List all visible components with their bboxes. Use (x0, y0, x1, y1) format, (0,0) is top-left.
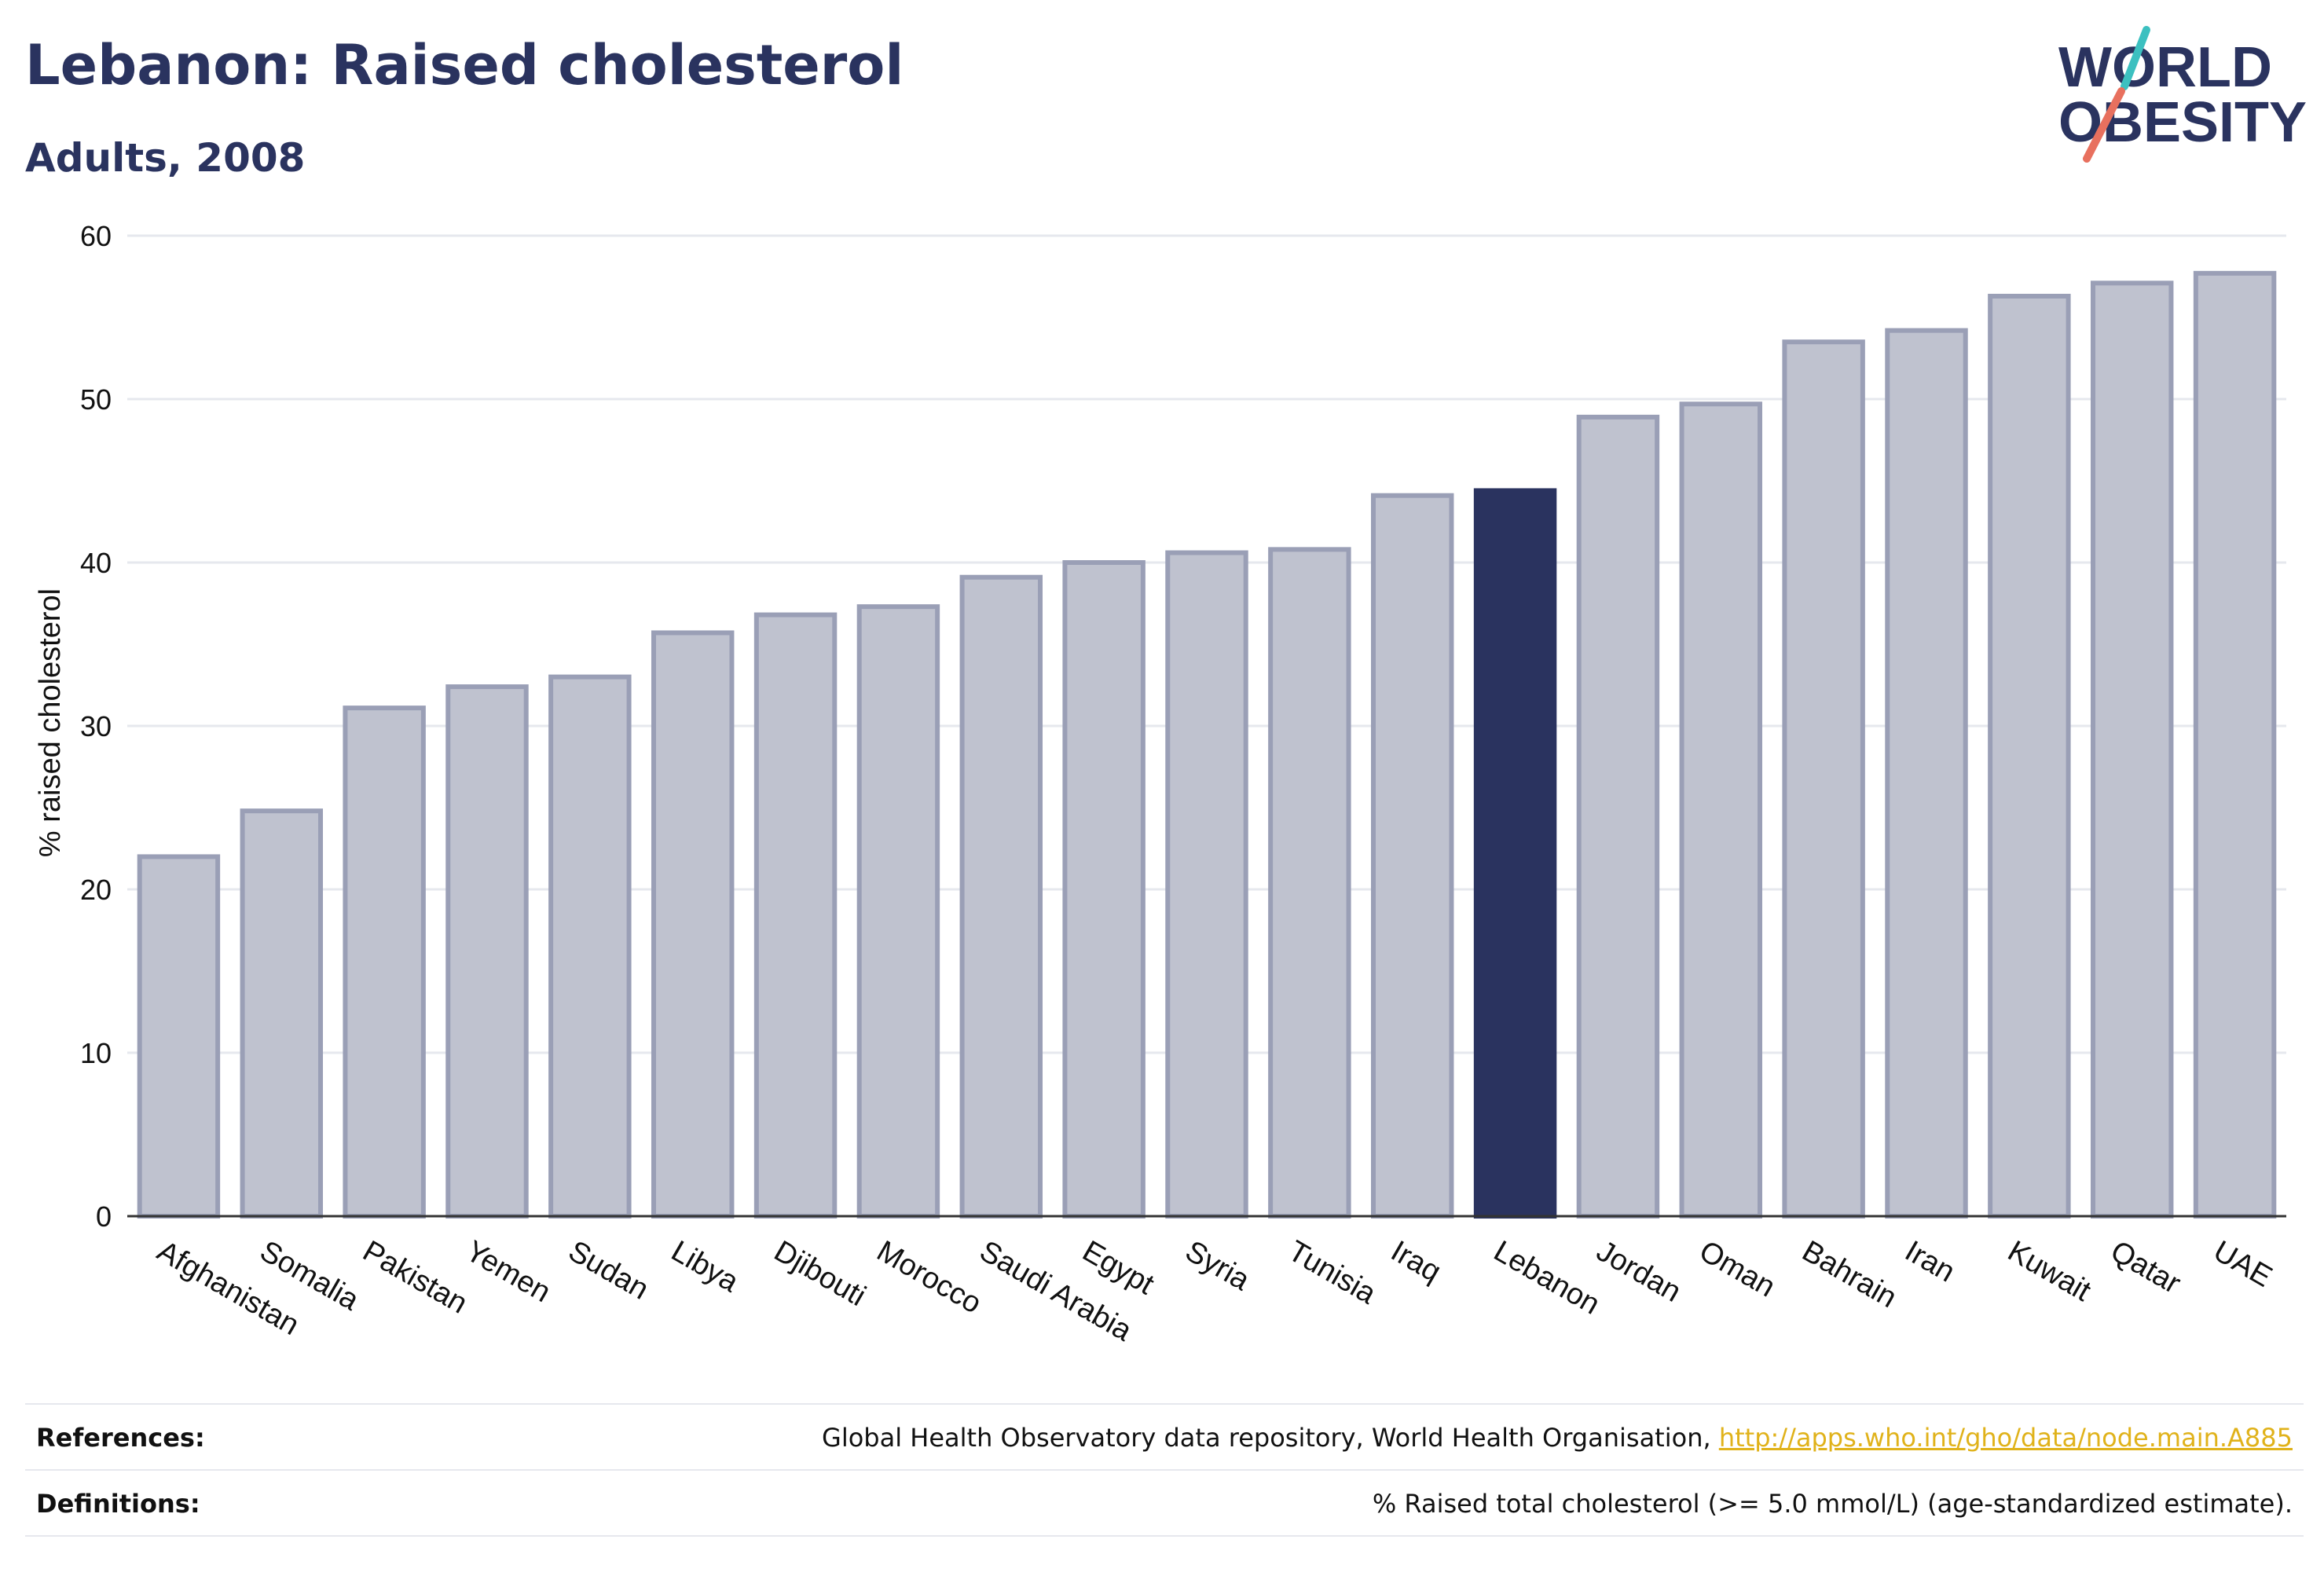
x-tick-label: Djibouti (768, 1234, 871, 1313)
logo-line-2: OBESITY (2058, 91, 2307, 154)
x-tick-label: Morocco (871, 1234, 987, 1320)
bar-highlight (1473, 488, 1557, 1219)
x-tick-label: Kuwait (2002, 1234, 2096, 1308)
bar (2193, 270, 2277, 1219)
bar (1885, 328, 1968, 1219)
bar (1165, 550, 1248, 1219)
x-tick-label: Qatar (2105, 1234, 2187, 1300)
x-tick-label: Iraq (1385, 1234, 1446, 1288)
x-tick-label: Lebanon (1488, 1234, 1605, 1321)
x-tick-label: Sudan (563, 1234, 654, 1306)
x-tick-label: Libya (665, 1234, 744, 1299)
y-tick-label: 0 (96, 1200, 112, 1233)
y-tick-label: 30 (80, 710, 112, 742)
definitions-label: Definitions: (36, 1489, 200, 1519)
bar (1576, 414, 1660, 1219)
bar (445, 684, 529, 1219)
references-value: Global Health Observatory data repositor… (822, 1423, 2304, 1453)
page-title: Lebanon: Raised cholesterol (25, 33, 904, 97)
bar (959, 574, 1043, 1219)
bar (137, 854, 221, 1219)
logo-line-1: WORLD (2058, 36, 2272, 99)
bar (753, 612, 838, 1219)
x-tick-label: Bahrain (1797, 1234, 1902, 1314)
x-tick-label: Yemen (460, 1234, 556, 1309)
bar (1679, 401, 1763, 1219)
definitions-row: Definitions: % Raised total cholesterol … (25, 1469, 2304, 1537)
y-tick-label: 60 (80, 220, 112, 252)
footer-divider (25, 1535, 2304, 1537)
y-tick-label: 20 (80, 874, 112, 906)
references-link[interactable]: http://apps.who.int/gho/data/node.main.A… (1718, 1423, 2293, 1453)
references-label: References: (36, 1423, 205, 1453)
world-obesity-logo: WORLD OBESITY (2058, 26, 2307, 163)
bar (1370, 493, 1454, 1219)
logo-slash-coral (2083, 87, 2125, 163)
bar (1268, 547, 1351, 1219)
x-tick-label: Pakistan (357, 1234, 473, 1320)
bar (548, 674, 632, 1219)
bar (856, 604, 940, 1219)
x-tick-label: UAE (2208, 1234, 2278, 1293)
x-tick-label: Jordan (1591, 1234, 1687, 1308)
bar (1988, 293, 2071, 1219)
bar (1782, 339, 1865, 1219)
y-tick-label: 10 (80, 1037, 112, 1069)
references-row: References: Global Health Observatory da… (25, 1403, 2304, 1471)
y-axis-label: % raised cholesterol (34, 588, 67, 857)
x-tick-label: Syria (1180, 1234, 1256, 1297)
references-text: Global Health Observatory data repositor… (822, 1423, 1711, 1453)
bar (343, 706, 426, 1219)
y-tick-label: 40 (80, 547, 112, 579)
definitions-text: % Raised total cholesterol (>= 5.0 mmol/… (1372, 1489, 2293, 1519)
bar (240, 808, 324, 1219)
bars (137, 270, 2277, 1219)
bar (2090, 280, 2174, 1219)
logo-slash-teal (2121, 26, 2150, 90)
bar (1062, 560, 1146, 1219)
bar (651, 630, 735, 1219)
x-tick-label: Oman (1694, 1234, 1781, 1303)
y-tick-label: 50 (80, 383, 112, 416)
x-tick-label: Iran (1900, 1234, 1961, 1288)
bar-chart: 0102030405060AfghanistanSomaliaPakistanY… (34, 220, 2286, 1348)
page-subtitle: Adults, 2008 (25, 135, 306, 181)
x-tick-label: Tunisia (1282, 1234, 1382, 1310)
